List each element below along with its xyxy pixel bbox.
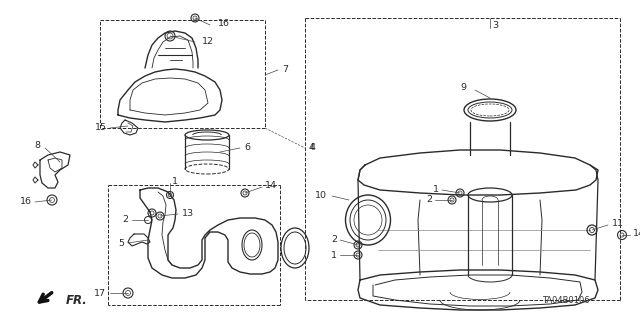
- Text: 4: 4: [309, 144, 315, 152]
- Text: 5: 5: [118, 239, 124, 248]
- Text: 4: 4: [309, 144, 315, 152]
- Text: 2: 2: [426, 195, 432, 204]
- Text: 1: 1: [172, 176, 178, 186]
- Text: 16: 16: [20, 197, 32, 206]
- Text: 14: 14: [265, 182, 277, 190]
- Text: FR.: FR.: [66, 293, 88, 307]
- Text: 2: 2: [122, 216, 128, 225]
- Text: 9: 9: [460, 83, 466, 92]
- Text: 1: 1: [331, 250, 337, 259]
- Text: 12: 12: [202, 36, 214, 46]
- Text: 14: 14: [633, 229, 640, 239]
- Text: 2: 2: [331, 234, 337, 243]
- Text: 11: 11: [612, 219, 624, 228]
- Text: TA04B0106: TA04B0106: [542, 296, 590, 305]
- Text: 8: 8: [34, 140, 40, 150]
- Text: 15: 15: [95, 122, 107, 131]
- Text: 6: 6: [244, 143, 250, 152]
- Text: 17: 17: [94, 288, 106, 298]
- Text: 13: 13: [182, 210, 194, 219]
- Text: 7: 7: [282, 64, 288, 73]
- Text: 3: 3: [492, 21, 498, 31]
- Text: 1: 1: [433, 184, 439, 194]
- Text: 10: 10: [315, 190, 327, 199]
- Text: 16: 16: [218, 19, 230, 28]
